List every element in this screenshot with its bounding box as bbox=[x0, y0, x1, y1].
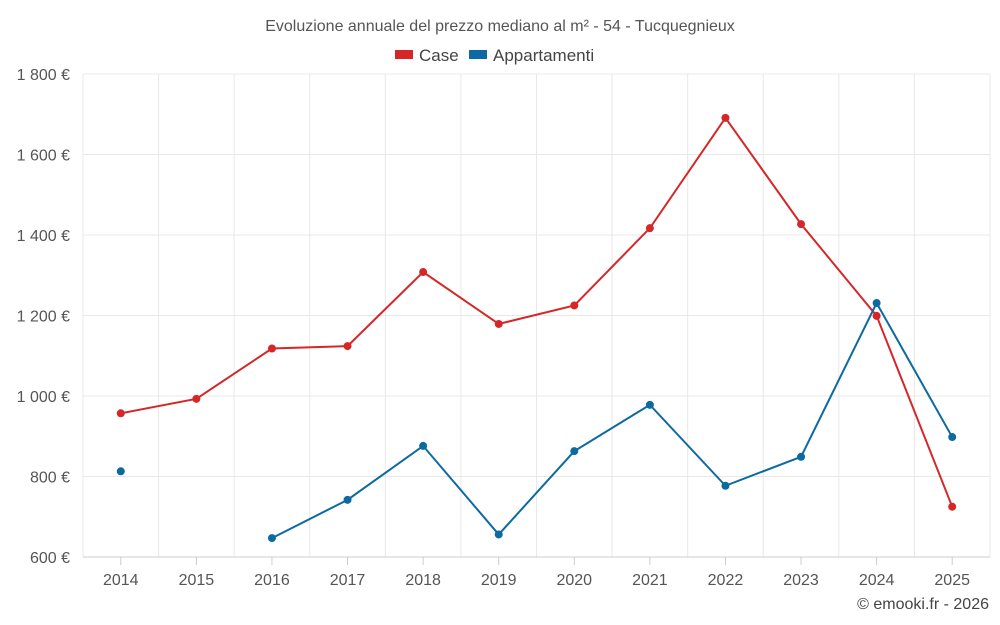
data-point[interactable] bbox=[948, 433, 957, 442]
data-point[interactable] bbox=[645, 400, 654, 409]
data-point[interactable] bbox=[267, 534, 276, 543]
data-point[interactable] bbox=[116, 409, 125, 418]
x-tick-label: 2022 bbox=[708, 572, 744, 589]
data-point[interactable] bbox=[494, 530, 503, 539]
legend-item-appartamenti[interactable]: Appartamenti bbox=[469, 46, 594, 65]
data-point[interactable] bbox=[797, 220, 806, 229]
x-tick-label: 2018 bbox=[405, 572, 441, 589]
x-tick-label: 2015 bbox=[179, 572, 215, 589]
credit-text: © emooki.fr - 2026 bbox=[857, 596, 989, 613]
data-point[interactable] bbox=[721, 113, 730, 122]
legend-item-case[interactable]: Case bbox=[395, 46, 459, 65]
series-appartamenti bbox=[116, 299, 957, 543]
x-tick-label: 2020 bbox=[556, 572, 592, 589]
series-line bbox=[120, 116, 954, 508]
legend-label-appartamenti: Appartamenti bbox=[493, 46, 594, 65]
data-point[interactable] bbox=[872, 299, 881, 308]
axes: 600 € 800 € 1 000 € 1 200 € 1 400 € 1 600 € 1 … bbox=[17, 67, 990, 589]
y-tick-label: 1 000 € bbox=[17, 389, 70, 406]
y-tick-label: 1 800 € bbox=[17, 67, 70, 84]
legend: Case Appartamenti bbox=[395, 46, 594, 65]
data-point[interactable] bbox=[192, 394, 201, 403]
data-point[interactable] bbox=[721, 481, 730, 490]
data-point[interactable] bbox=[116, 467, 125, 476]
data-point[interactable] bbox=[948, 502, 957, 511]
x-tick-label: 2024 bbox=[859, 572, 895, 589]
chart-title: Evoluzione annuale del prezzo mediano al… bbox=[265, 18, 735, 35]
x-tick-label: 2016 bbox=[254, 572, 290, 589]
y-tick-label: 1 400 € bbox=[17, 228, 70, 245]
y-tick-label: 1 600 € bbox=[17, 148, 70, 165]
data-point[interactable] bbox=[645, 224, 654, 233]
series bbox=[116, 113, 957, 543]
data-point[interactable] bbox=[419, 268, 428, 277]
series-line bbox=[271, 300, 954, 539]
legend-swatch-appartamenti bbox=[469, 50, 487, 59]
x-tick-label: 2014 bbox=[103, 572, 139, 589]
data-point[interactable] bbox=[343, 342, 352, 351]
y-tick-label: 800 € bbox=[30, 470, 70, 487]
data-point[interactable] bbox=[797, 452, 806, 461]
data-point[interactable] bbox=[570, 447, 579, 456]
x-tick-label: 2017 bbox=[330, 572, 366, 589]
y-tick-label: 1 200 € bbox=[17, 309, 70, 326]
legend-swatch-case bbox=[395, 50, 413, 59]
data-point[interactable] bbox=[570, 301, 579, 310]
data-point[interactable] bbox=[343, 495, 352, 504]
x-tick-label: 2025 bbox=[934, 572, 970, 589]
x-tick-label: 2023 bbox=[783, 572, 819, 589]
data-point[interactable] bbox=[872, 311, 881, 320]
data-point[interactable] bbox=[494, 319, 503, 328]
series-case bbox=[116, 113, 957, 511]
x-tick-label: 2021 bbox=[632, 572, 668, 589]
y-tick-label: 600 € bbox=[30, 550, 70, 567]
data-point[interactable] bbox=[419, 441, 428, 450]
data-point[interactable] bbox=[267, 344, 276, 353]
legend-label-case: Case bbox=[419, 46, 459, 65]
x-tick-label: 2019 bbox=[481, 572, 517, 589]
